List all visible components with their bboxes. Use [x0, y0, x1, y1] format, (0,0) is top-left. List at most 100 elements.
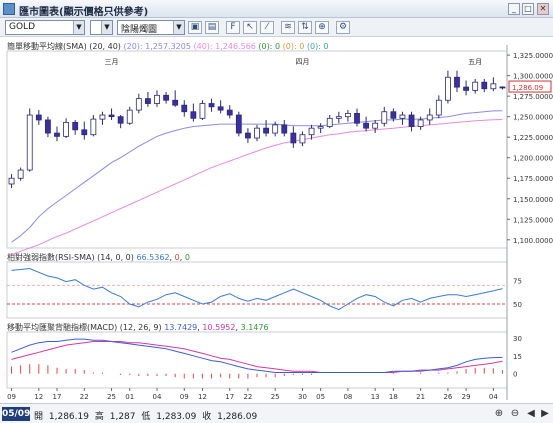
- compare-icon[interactable]: ⇅: [298, 21, 312, 34]
- candle: [363, 122, 369, 129]
- candle: [99, 114, 106, 120]
- chart-style-value: 陰陽燭圖: [121, 25, 158, 35]
- macd-legend-name: 移動平均匯聚背馳指標(MACD) (12, 26, 9): [7, 323, 162, 332]
- candle: [381, 111, 388, 124]
- x-tick-label: 22: [243, 393, 252, 401]
- candle: [417, 119, 424, 127]
- toolbar: GOLD ▼ 日圖 ▼ 陰陽燭圖 ▼ ▣ ▤ F ↖ ⁄ ≋ ⇅ ⊕ ⚙: [0, 18, 553, 37]
- candle: [317, 126, 324, 129]
- fibonacci-icon[interactable]: F: [226, 21, 240, 34]
- x-tick-label: 22: [80, 393, 89, 401]
- candle: [463, 86, 469, 91]
- ohlc-readout: 開 1,286.19 高 1,287 低 1,283.09 收 1,286.09: [34, 409, 257, 422]
- app-icon: [3, 3, 15, 15]
- minimize-button[interactable]: _: [508, 3, 520, 15]
- sma-p4-value: (0): 0: [282, 42, 305, 51]
- rsi-tick-label: 50: [513, 301, 522, 309]
- window-title: 匯市圖表(顯示價格只供參考): [19, 7, 149, 18]
- rsi-legend: 相對強弱指數(RSI-SMA) (14, 0, 0) 66.5362, 0, 0: [7, 253, 190, 262]
- chart-area[interactable]: 三月 四月 五月 1,325.0000 1,300.0000 1,275.0000 1,25…: [0, 0, 553, 403]
- x-tick-label: 21: [416, 393, 425, 401]
- rsi-value-1: 66.5362: [136, 253, 170, 262]
- zoom-out-icon[interactable]: ⊖: [510, 408, 520, 419]
- scroll-right-icon[interactable]: ▶: [541, 408, 549, 419]
- candle: [217, 106, 224, 111]
- candle: [490, 83, 497, 90]
- price-tick-label: 1,225.0000: [513, 134, 553, 142]
- macd-signal-line: [11, 341, 503, 373]
- settings-icon[interactable]: ⚙: [336, 21, 350, 34]
- indicator-icon[interactable]: ≋: [281, 21, 295, 34]
- x-tick-label: 25: [271, 393, 280, 401]
- period-dropdown[interactable]: ▼: [101, 20, 113, 35]
- candle: [254, 127, 260, 139]
- zoom-in-icon[interactable]: ⊕: [494, 408, 504, 419]
- candle: [54, 132, 60, 137]
- price-tick-label: 1,175.0000: [513, 175, 553, 183]
- candle: [272, 124, 279, 134]
- candle: [181, 104, 188, 113]
- cursor-icon[interactable]: ↖: [243, 21, 257, 34]
- candle: [290, 132, 297, 144]
- x-tick-label: 18: [389, 393, 398, 401]
- candle: [454, 76, 460, 88]
- sma-p5-value: (0): 0: [306, 42, 329, 51]
- candle: [399, 114, 406, 119]
- candle: [163, 94, 169, 101]
- sma-legend-name: 簡單移動平均線(SMA) (20, 40): [7, 42, 121, 51]
- save-icon[interactable]: ▣: [188, 21, 202, 34]
- candle: [263, 127, 269, 134]
- sma40-value: (40): 1,246.566: [193, 42, 256, 51]
- x-tick-label: 08: [343, 393, 352, 401]
- sma-p3-value: (0): 0: [258, 42, 281, 51]
- candle: [63, 122, 69, 137]
- candle: [372, 122, 379, 129]
- x-tick-label: 12: [198, 393, 207, 401]
- candle: [145, 98, 151, 104]
- candle: [126, 109, 133, 124]
- candle: [326, 117, 333, 127]
- scroll-left-icon[interactable]: ◀: [527, 408, 535, 419]
- chevron-down-icon: ▼: [73, 21, 84, 34]
- x-tick-label: 25: [107, 393, 116, 401]
- price-tick-label: 1,200.0000: [513, 155, 553, 163]
- candle: [354, 112, 360, 124]
- chart-style-select[interactable]: 陰陽燭圖 ▼: [117, 20, 185, 35]
- zoom-icon[interactable]: ⊕: [315, 21, 329, 34]
- histogram-value: 3.1476: [240, 323, 269, 332]
- candle: [445, 76, 451, 101]
- x-tick-label: 26: [443, 393, 452, 401]
- candle: [154, 94, 160, 104]
- candle: [26, 114, 33, 171]
- close-button[interactable]: ✕: [537, 3, 549, 15]
- main-pane: [6, 50, 508, 249]
- candle: [17, 169, 24, 179]
- line-tool-icon[interactable]: ⁄: [260, 21, 274, 34]
- candle: [117, 116, 124, 124]
- macd-legend: 移動平均匯聚背馳指標(MACD) (12, 26, 9) 13.7429, 10…: [7, 323, 269, 332]
- candle: [390, 111, 397, 119]
- symbol-select[interactable]: GOLD ▼: [5, 20, 85, 35]
- macd-tick-label: 15: [513, 353, 522, 361]
- candle: [345, 112, 351, 118]
- candle: [408, 114, 415, 127]
- candle: [426, 114, 433, 121]
- candle: [435, 99, 442, 116]
- price-tick-label: 1,100.0000: [513, 237, 553, 245]
- rsi-line: [11, 267, 503, 311]
- open-label: 開: [34, 412, 44, 422]
- high-label: 高: [94, 412, 104, 422]
- candle: [299, 134, 306, 144]
- main-legend: 簡單移動平均線(SMA) (20, 40) (20): 1,257.3205 (…: [7, 41, 329, 52]
- print-icon[interactable]: ▤: [205, 21, 219, 34]
- candle: [472, 81, 479, 91]
- maximize-button[interactable]: □: [522, 3, 534, 15]
- rsi-legend-name: 相對強弱指數(RSI-SMA) (14, 0, 0): [7, 253, 134, 262]
- rsi-value-3: 0: [184, 253, 190, 262]
- candle: [208, 103, 215, 108]
- price-tick-label: 1,125.0000: [513, 216, 553, 224]
- x-tick-label: 04: [153, 393, 162, 401]
- price-tick-label: 1,250.0000: [513, 114, 553, 122]
- x-tick-label: 04: [489, 393, 498, 401]
- candle: [308, 127, 315, 136]
